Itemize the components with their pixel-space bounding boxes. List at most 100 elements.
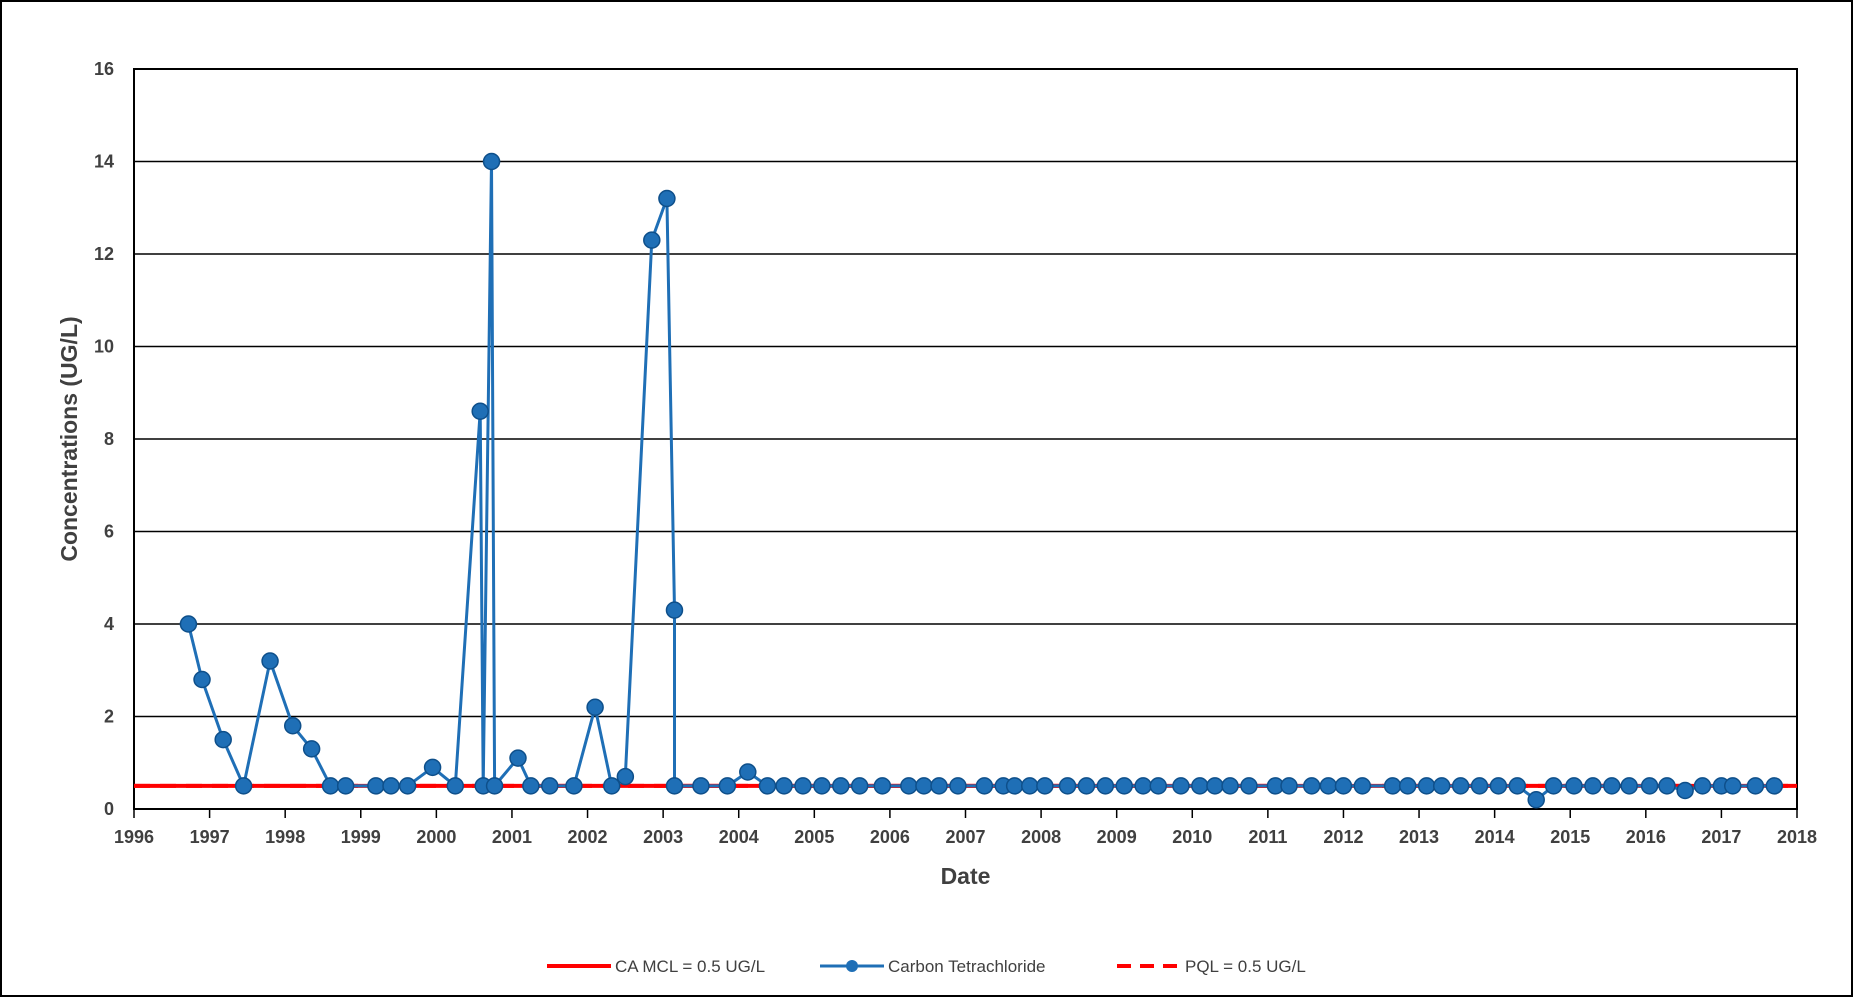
data-point-18 (509, 749, 527, 767)
legend-swatch-marker (846, 960, 858, 972)
x-axis-ticks: 1996 1997 1998 1999 2000 2001 2002 2003 2004 2005… (114, 809, 1817, 847)
series-group (134, 152, 1797, 809)
gridlines (134, 68, 1797, 810)
data-point-50 (1096, 777, 1115, 795)
data-point-45 (1005, 777, 1024, 795)
data-point-75 (1565, 777, 1583, 795)
data-point-58 (1240, 777, 1258, 795)
data-point-6 (302, 740, 321, 758)
data-point-74 (1544, 777, 1563, 795)
y-tick-label-4: 4 (104, 614, 114, 634)
x-tick-label-2013: 2013 (1399, 827, 1439, 847)
x-tick-label-2012: 2012 (1323, 827, 1363, 847)
x-tick-label-1998: 1998 (265, 827, 305, 847)
x-tick-label-2018: 2018 (1777, 827, 1817, 847)
data-point-73 (1527, 791, 1545, 809)
data-point-28 (665, 777, 684, 795)
data-point-81 (1676, 781, 1694, 800)
x-tick-label-2004: 2004 (719, 827, 759, 847)
data-point-21 (565, 777, 583, 795)
data-point-86 (1765, 777, 1784, 795)
data-point-48 (1058, 777, 1077, 795)
y-tick-label-0: 0 (104, 799, 114, 819)
y-tick-label-16: 16 (94, 59, 114, 79)
data-point-66 (1398, 777, 1417, 795)
y-axis-title: Concentrations (UG/L) (56, 316, 82, 561)
data-point-65 (1383, 777, 1402, 795)
data-point-27 (665, 601, 684, 619)
data-point-2 (214, 730, 232, 749)
data-point-57 (1221, 777, 1239, 795)
x-tick-label-2000: 2000 (416, 827, 456, 847)
x-tick-label-2017: 2017 (1701, 827, 1741, 847)
data-point-7 (321, 777, 340, 795)
data-point-76 (1584, 777, 1602, 795)
data-point-47 (1036, 777, 1054, 795)
data-point-37 (850, 777, 869, 795)
data-point-29 (692, 777, 710, 795)
x-tick-label-1999: 1999 (341, 827, 381, 847)
x-tick-label-2002: 2002 (568, 827, 608, 847)
data-point-49 (1077, 777, 1096, 795)
data-point-1 (193, 670, 211, 689)
legend: CA MCL = 0.5 UG/L Carbon Tetrachloride PQL… (547, 957, 1306, 976)
data-point-52 (1134, 777, 1152, 795)
y-axis-ticks: 0 2 4 6 8 10 12 14 16 (94, 59, 114, 819)
data-point-13 (446, 777, 465, 795)
data-point-25 (643, 231, 661, 249)
y-tick-label-12: 12 (94, 244, 114, 264)
data-point-26 (658, 189, 676, 208)
x-tick-label-2016: 2016 (1626, 827, 1666, 847)
data-point-14 (471, 402, 489, 420)
x-tick-label-2006: 2006 (870, 827, 910, 847)
x-tick-label-1997: 1997 (190, 827, 230, 847)
data-point-8 (336, 777, 355, 795)
data-point-61 (1302, 777, 1321, 795)
data-point-16 (482, 152, 501, 171)
data-point-23 (602, 777, 621, 795)
y-tick-label-10: 10 (94, 337, 114, 357)
data-point-42 (949, 777, 967, 795)
data-point-20 (541, 777, 559, 795)
data-point-17 (485, 777, 504, 795)
x-tick-label-1996: 1996 (114, 827, 154, 847)
x-tick-label-2014: 2014 (1475, 827, 1515, 847)
legend-label-2: PQL = 0.5 UG/L (1185, 957, 1306, 976)
data-point-78 (1620, 777, 1638, 795)
y-tick-label-6: 6 (104, 522, 114, 542)
data-point-80 (1658, 777, 1676, 795)
data-point-38 (873, 777, 892, 795)
data-point-0 (179, 615, 198, 633)
x-tick-label-2008: 2008 (1021, 827, 1061, 847)
data-point-63 (1334, 777, 1353, 795)
data-point-41 (930, 777, 948, 795)
data-point-64 (1353, 777, 1372, 795)
data-point-9 (367, 777, 385, 795)
data-point-71 (1489, 777, 1508, 795)
data-point-77 (1603, 777, 1621, 795)
data-point-60 (1280, 777, 1298, 795)
data-point-79 (1640, 777, 1659, 795)
x-tick-label-2007: 2007 (945, 827, 985, 847)
data-point-68 (1432, 777, 1451, 795)
data-point-12 (423, 758, 442, 777)
x-tick-label-2009: 2009 (1097, 827, 1137, 847)
data-point-36 (832, 777, 850, 795)
series-line-carbon-tetrachloride (186, 160, 1775, 802)
data-point-31 (739, 763, 757, 781)
data-point-46 (1021, 777, 1039, 795)
data-point-67 (1417, 777, 1436, 795)
data-point-69 (1451, 777, 1470, 795)
data-point-39 (900, 777, 918, 795)
x-tick-label-2015: 2015 (1550, 827, 1590, 847)
y-tick-label-2: 2 (104, 707, 114, 727)
data-point-22 (586, 698, 604, 716)
data-point-34 (794, 777, 812, 795)
data-point-35 (813, 777, 831, 795)
data-point-62 (1319, 777, 1338, 795)
data-point-3 (234, 777, 253, 795)
data-point-19 (522, 777, 540, 795)
data-point-4 (261, 652, 279, 670)
